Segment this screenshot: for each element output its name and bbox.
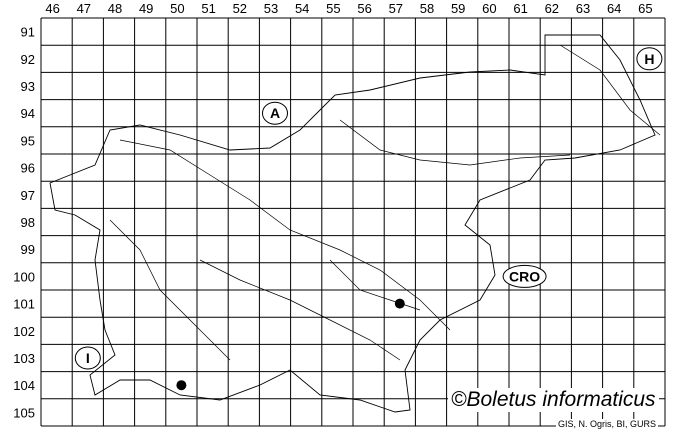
row-label: 93 xyxy=(21,79,35,94)
row-label: 104 xyxy=(13,378,35,393)
grid-lines xyxy=(40,17,666,427)
country-label-cro: CRO xyxy=(509,268,540,284)
row-label: 94 xyxy=(21,106,35,121)
column-label: 54 xyxy=(295,1,309,16)
column-label: 59 xyxy=(451,1,465,16)
row-label: 98 xyxy=(21,215,35,230)
country-label-i: I xyxy=(86,350,90,366)
rivers xyxy=(109,44,661,361)
column-label: 65 xyxy=(638,1,652,16)
record-dot xyxy=(394,298,405,309)
column-label: 49 xyxy=(139,1,153,16)
grid-labels: 46 47 48 49 50 51 52 53 54 55 56 57 58 59 60 61 62 63 64 65… xyxy=(13,1,652,420)
column-label: 50 xyxy=(170,1,184,16)
column-label: 51 xyxy=(201,1,215,16)
column-label: 63 xyxy=(576,1,590,16)
column-label: 64 xyxy=(607,1,621,16)
country-label-oval xyxy=(502,264,547,288)
column-label: 52 xyxy=(233,1,247,16)
row-label: 96 xyxy=(21,161,35,176)
country-border xyxy=(49,34,656,413)
country-label-oval xyxy=(636,47,663,71)
row-label: 100 xyxy=(13,269,35,284)
country-label-oval xyxy=(262,101,288,125)
column-label: 47 xyxy=(77,1,91,16)
row-label: 91 xyxy=(21,25,35,40)
row-label: 103 xyxy=(13,351,35,366)
row-label: 95 xyxy=(21,133,35,148)
column-label: 46 xyxy=(45,1,59,16)
column-label: 53 xyxy=(264,1,278,16)
row-label: 92 xyxy=(21,52,35,67)
column-label: 60 xyxy=(482,1,496,16)
column-label: 56 xyxy=(357,1,371,16)
column-label: 57 xyxy=(389,1,403,16)
column-label: 55 xyxy=(326,1,340,16)
row-label: 99 xyxy=(21,242,35,257)
column-label: 61 xyxy=(513,1,527,16)
row-label: 97 xyxy=(21,188,35,203)
data-source: GIS, N. Ogris, BI, GURS xyxy=(556,419,659,429)
column-label: 48 xyxy=(108,1,122,16)
country-label-oval xyxy=(74,346,101,370)
column-label: 62 xyxy=(545,1,559,16)
copyright-credit: ©Boletus informaticus xyxy=(448,388,659,412)
row-label: 102 xyxy=(13,324,35,339)
row-label: 101 xyxy=(13,297,35,312)
column-label: 58 xyxy=(420,1,434,16)
record-dot xyxy=(176,380,187,391)
country-label-a: A xyxy=(270,105,280,121)
row-label: 105 xyxy=(13,405,35,420)
country-label-h: H xyxy=(644,51,654,67)
